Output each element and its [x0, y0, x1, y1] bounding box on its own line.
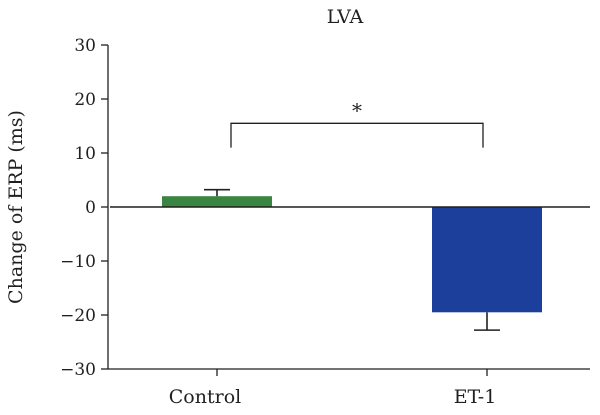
y-tick-label: −20 [60, 306, 96, 326]
bar-et-1 [432, 207, 542, 313]
y-axis-label: Change of ERP (ms) [5, 110, 27, 304]
y-tick-label: −30 [60, 360, 96, 380]
x-tick-label: Control [169, 386, 241, 408]
y-axis: 30 20 10 0 −10 −20 −30 [60, 36, 109, 380]
y-tick-label: 30 [74, 36, 96, 56]
y-tick-label: 0 [85, 198, 96, 218]
chart-title: LVA [327, 6, 364, 28]
x-tick-label: ET-1 [454, 386, 497, 408]
y-tick-label: 10 [74, 144, 96, 164]
bracket-line [230, 122, 484, 148]
significance-label: * [352, 98, 362, 122]
bars [110, 188, 590, 331]
y-tick-label: 20 [74, 90, 96, 110]
x-axis: Control ET-1 [108, 368, 590, 408]
significance-bracket: * [230, 98, 484, 148]
bar-control [162, 196, 272, 207]
y-tick-label: −10 [60, 252, 96, 272]
